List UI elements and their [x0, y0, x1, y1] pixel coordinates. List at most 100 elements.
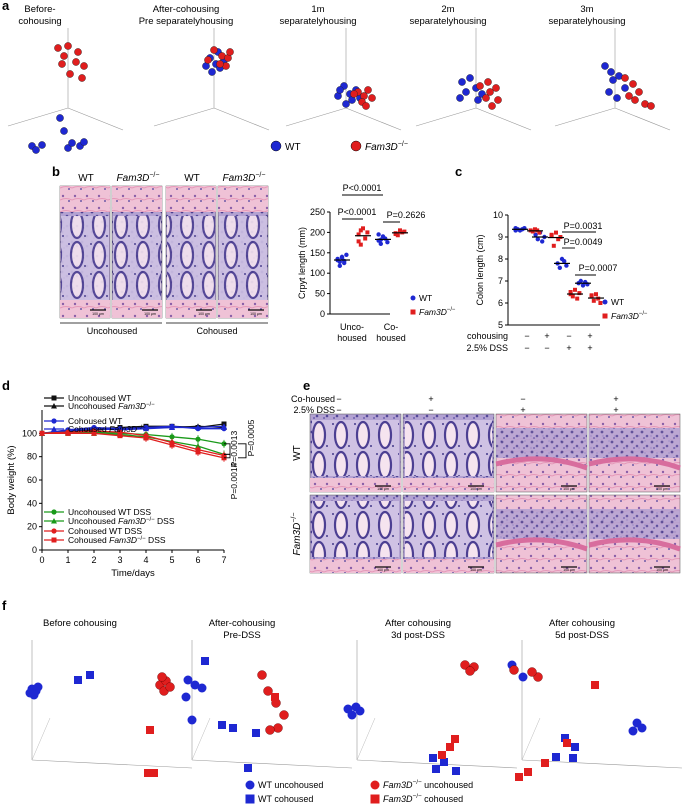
- pcoa-point-wt: [56, 114, 64, 122]
- histology-inflamed-band: [496, 428, 587, 458]
- pcoa-f-point-ko-cohoused: [524, 768, 532, 776]
- weight-legend-label-sup: −/−: [137, 536, 146, 542]
- legend-f-marker: [370, 780, 380, 790]
- histo-b-col-label: WT: [184, 173, 200, 184]
- legend-f-label: Fam3D−/− uncohoused: [383, 779, 473, 790]
- pcoa-point-ko: [364, 86, 372, 94]
- histo-b-col-label-sup: −/−: [255, 172, 265, 179]
- colon-chart-point-ko: [591, 298, 596, 303]
- weight-series-marker: [65, 430, 71, 436]
- pcoa-f-point-ko-uncohoused: [279, 710, 289, 720]
- weight-legend-label-part: Cohoused: [68, 424, 109, 434]
- histology-submucosa: [403, 478, 494, 492]
- histo-e-side-label-wt: WT: [292, 445, 303, 461]
- crypt-chart-category-label: housed: [337, 333, 367, 343]
- panel-f: f Before cohousing After-cohousingPre-DSS…: [2, 598, 683, 804]
- colon-chart-point-wt: [533, 232, 538, 237]
- pcoa-a-title-line: Pre separatelyhousing: [139, 16, 234, 27]
- legend-f-label-base: Fam3D: [383, 780, 413, 790]
- crypt-chart-point-wt: [337, 259, 342, 264]
- pcoa-point-wt: [466, 74, 474, 82]
- pcoa-point-wt: [462, 88, 470, 96]
- weight-legend-label-part: Fam3D: [109, 535, 137, 545]
- histo-e-row-label: 2.5% DSS: [293, 405, 335, 415]
- pcoa-f-point-wt-cohoused: [429, 754, 437, 762]
- pcoa-f-point-ko-uncohoused: [509, 665, 519, 675]
- colon-chart-pvalue: P=0.0049: [564, 237, 603, 247]
- panel-d: d 0 20 40 60 80 100 0 1 2 3 4 5 6 7 Time/days Body weig…: [2, 378, 256, 579]
- crypt-chart-legend-ko-label: Fam3D−/−: [419, 307, 456, 317]
- colon-chart-row-value: +: [587, 343, 592, 353]
- weight-legend-marker: [51, 528, 57, 534]
- colon-chart-point-wt: [578, 278, 583, 284]
- weight-legend-label-part: Uncohoused: [68, 401, 118, 411]
- colon-chart-y-tick-label: 5: [498, 320, 503, 330]
- crypt-chart-point-ko: [356, 232, 361, 237]
- pcoa-a-1-axis-right: [67, 107, 124, 131]
- histology-submucosa: [60, 300, 110, 318]
- weight-legend-label: Cohoused Fam3D−/−: [68, 424, 146, 434]
- pcoa-a-3-axis-right: [345, 107, 402, 131]
- pcoa-f-title-line: After-cohousing: [209, 618, 276, 629]
- panel-letter-d: d: [2, 378, 10, 393]
- weight-legend-label: Uncohoused WT: [68, 393, 131, 403]
- pcoa-point-ko: [60, 52, 68, 60]
- weight-pvalue: P=0.0013: [229, 430, 239, 467]
- weight-legend-marker: [51, 509, 57, 515]
- pcoa-a-title-line: separatelyhousing: [548, 16, 625, 27]
- colon-chart-row-value: −: [524, 343, 529, 353]
- colon-chart-row-value: +: [544, 331, 549, 341]
- legend-f-marker: [245, 780, 255, 790]
- weight-legend-label-part: Cohoused: [68, 535, 109, 545]
- group-label-uncohoused: Uncohoused: [87, 326, 138, 336]
- histology-muscle-layer: [495, 456, 588, 471]
- pcoa-a-title-line: 1m: [311, 4, 324, 15]
- pcoa-point-wt: [60, 127, 68, 135]
- histo-e-row-value: +: [613, 405, 618, 415]
- pcoa-point-wt: [68, 139, 76, 147]
- colon-chart-row-label: cohousing: [467, 331, 508, 341]
- weight-chart-x-tick-label: 3: [117, 555, 122, 565]
- histology-image-e-r2c3: 100 μm: [495, 494, 588, 574]
- panel-c: c 5 6 7 8 9 10 Colon length (cm) WT Fam3D−/− P=0.…: [455, 164, 648, 353]
- histo-e-row-value: −: [336, 405, 341, 415]
- crypt-chart-point-ko: [361, 226, 365, 231]
- weight-legend-label-part: Uncohoused: [68, 516, 118, 526]
- colon-chart-y-axis-label: Colon length (cm): [475, 234, 485, 305]
- weight-chart-x-tick-label: 6: [195, 555, 200, 565]
- histo-e-row-value: −: [520, 394, 525, 404]
- pcoa-point-wt: [601, 62, 609, 70]
- crypt-chart-y-tick-label: 150: [310, 248, 325, 258]
- crypt-chart-point-ko: [395, 233, 400, 238]
- legend-f-marker: [245, 794, 255, 804]
- crypt-chart-pvalue: P<0.0001: [343, 183, 382, 193]
- weight-series-marker: [195, 424, 201, 430]
- pcoa-point-wt: [208, 68, 216, 76]
- pcoa-f-axis-depth: [356, 717, 376, 761]
- pcoa-f-axis-horizontal: [191, 759, 353, 769]
- legend-wt-label: WT: [285, 142, 301, 153]
- pcoa-point-wt: [609, 76, 617, 84]
- pcoa-f-point-ko-cohoused: [144, 769, 152, 777]
- pcoa-a-1-axis-left: [7, 107, 69, 127]
- crypt-chart-point-ko: [358, 228, 363, 233]
- group-label-cohoused: Cohoused: [196, 326, 237, 336]
- weight-chart-x-tick-label: 0: [39, 555, 44, 565]
- histology-submucosa: [112, 300, 162, 318]
- colon-chart-y-tick-label: 7: [498, 276, 503, 286]
- pcoa-f-point-wt-cohoused: [452, 767, 460, 775]
- crypt-chart-point-ko: [356, 239, 361, 244]
- crypt-chart-pvalue: P=0.2626: [387, 210, 426, 220]
- scale-bar-label: 100 μm: [377, 568, 389, 572]
- panel-letter-a: a: [2, 0, 10, 13]
- pcoa-f-point-wt-cohoused: [561, 734, 569, 742]
- scale-bar-label: 100 μm: [656, 568, 668, 572]
- histology-lumen: [112, 186, 162, 212]
- pcoa-point-ko: [486, 88, 494, 96]
- pcoa-point-ko: [74, 48, 82, 56]
- weight-chart-x-tick-label: 2: [91, 555, 96, 565]
- histo-b-col-label-sup: −/−: [149, 172, 159, 179]
- legend-f-label-rest: uncohoused: [422, 780, 474, 790]
